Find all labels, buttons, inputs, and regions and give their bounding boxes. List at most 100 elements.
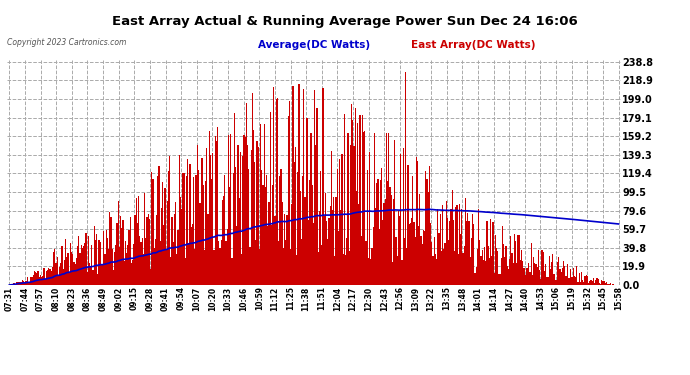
Bar bbox=[447, 219, 448, 285]
Bar bbox=[138, 196, 139, 285]
Bar bbox=[229, 188, 230, 285]
Bar bbox=[455, 207, 456, 285]
Bar bbox=[176, 255, 177, 285]
Bar bbox=[540, 279, 542, 285]
Bar bbox=[159, 241, 161, 285]
Bar bbox=[522, 261, 524, 285]
Bar bbox=[472, 214, 473, 285]
Bar bbox=[237, 145, 239, 285]
Bar bbox=[587, 276, 588, 285]
Bar bbox=[47, 270, 48, 285]
Bar bbox=[127, 244, 128, 285]
Bar bbox=[373, 227, 374, 285]
Bar bbox=[417, 161, 418, 285]
Bar bbox=[52, 267, 53, 285]
Bar bbox=[255, 240, 257, 285]
Bar bbox=[107, 238, 108, 285]
Bar bbox=[199, 203, 200, 285]
Bar bbox=[92, 270, 94, 285]
Bar bbox=[532, 275, 533, 285]
Bar bbox=[149, 219, 150, 285]
Bar bbox=[563, 261, 564, 285]
Bar bbox=[407, 165, 408, 285]
Bar bbox=[130, 217, 131, 285]
Bar bbox=[58, 275, 59, 285]
Bar bbox=[303, 89, 304, 285]
Bar bbox=[239, 152, 241, 285]
Bar bbox=[35, 272, 37, 285]
Bar bbox=[84, 243, 86, 285]
Bar bbox=[529, 272, 531, 285]
Bar bbox=[197, 145, 198, 285]
Bar bbox=[79, 253, 81, 285]
Bar bbox=[550, 268, 551, 285]
Bar bbox=[599, 283, 600, 285]
Bar bbox=[131, 262, 132, 285]
Bar bbox=[591, 281, 593, 285]
Bar bbox=[549, 256, 550, 285]
Bar bbox=[602, 281, 604, 285]
Bar bbox=[490, 219, 491, 285]
Bar bbox=[568, 278, 569, 285]
Bar bbox=[188, 243, 190, 285]
Bar bbox=[420, 236, 422, 285]
Bar bbox=[306, 118, 307, 285]
Bar bbox=[531, 243, 532, 285]
Bar bbox=[351, 104, 353, 285]
Bar bbox=[163, 225, 164, 285]
Bar bbox=[308, 220, 309, 285]
Bar bbox=[146, 217, 148, 285]
Bar bbox=[297, 172, 298, 285]
Bar bbox=[369, 153, 371, 285]
Bar bbox=[180, 196, 181, 285]
Bar bbox=[503, 244, 504, 285]
Bar bbox=[208, 130, 210, 285]
Bar bbox=[430, 224, 431, 285]
Bar bbox=[106, 230, 107, 285]
Bar bbox=[465, 198, 466, 285]
Bar bbox=[24, 284, 26, 285]
Bar bbox=[66, 257, 68, 285]
Bar bbox=[334, 256, 335, 285]
Bar bbox=[157, 176, 158, 285]
Bar bbox=[27, 277, 28, 285]
Bar bbox=[387, 182, 388, 285]
Bar bbox=[408, 224, 410, 285]
Bar bbox=[137, 223, 138, 285]
Bar bbox=[319, 211, 320, 285]
Bar bbox=[604, 281, 605, 285]
Bar bbox=[605, 283, 606, 285]
Bar bbox=[534, 264, 535, 285]
Bar bbox=[486, 221, 488, 285]
Bar bbox=[119, 247, 120, 285]
Bar bbox=[215, 136, 216, 285]
Bar bbox=[435, 254, 436, 285]
Bar bbox=[612, 284, 613, 285]
Bar bbox=[104, 254, 106, 285]
Bar bbox=[470, 257, 471, 285]
Bar bbox=[535, 264, 537, 285]
Bar bbox=[441, 251, 442, 285]
Bar bbox=[484, 247, 485, 285]
Bar bbox=[326, 220, 327, 285]
Bar bbox=[358, 204, 359, 285]
Bar bbox=[140, 242, 141, 285]
Bar bbox=[593, 278, 594, 285]
Bar bbox=[498, 274, 500, 285]
Bar bbox=[192, 224, 193, 285]
Bar bbox=[452, 190, 453, 285]
Bar bbox=[424, 231, 425, 285]
Bar bbox=[581, 272, 582, 285]
Bar bbox=[560, 272, 562, 285]
Bar bbox=[551, 262, 552, 285]
Bar bbox=[158, 166, 159, 285]
Bar bbox=[600, 284, 601, 285]
Bar bbox=[374, 133, 375, 285]
Bar bbox=[320, 171, 321, 285]
Bar bbox=[295, 147, 296, 285]
Bar bbox=[128, 231, 130, 285]
Bar bbox=[454, 251, 455, 285]
Bar bbox=[482, 250, 483, 285]
Bar bbox=[122, 220, 124, 285]
Bar bbox=[364, 131, 366, 285]
